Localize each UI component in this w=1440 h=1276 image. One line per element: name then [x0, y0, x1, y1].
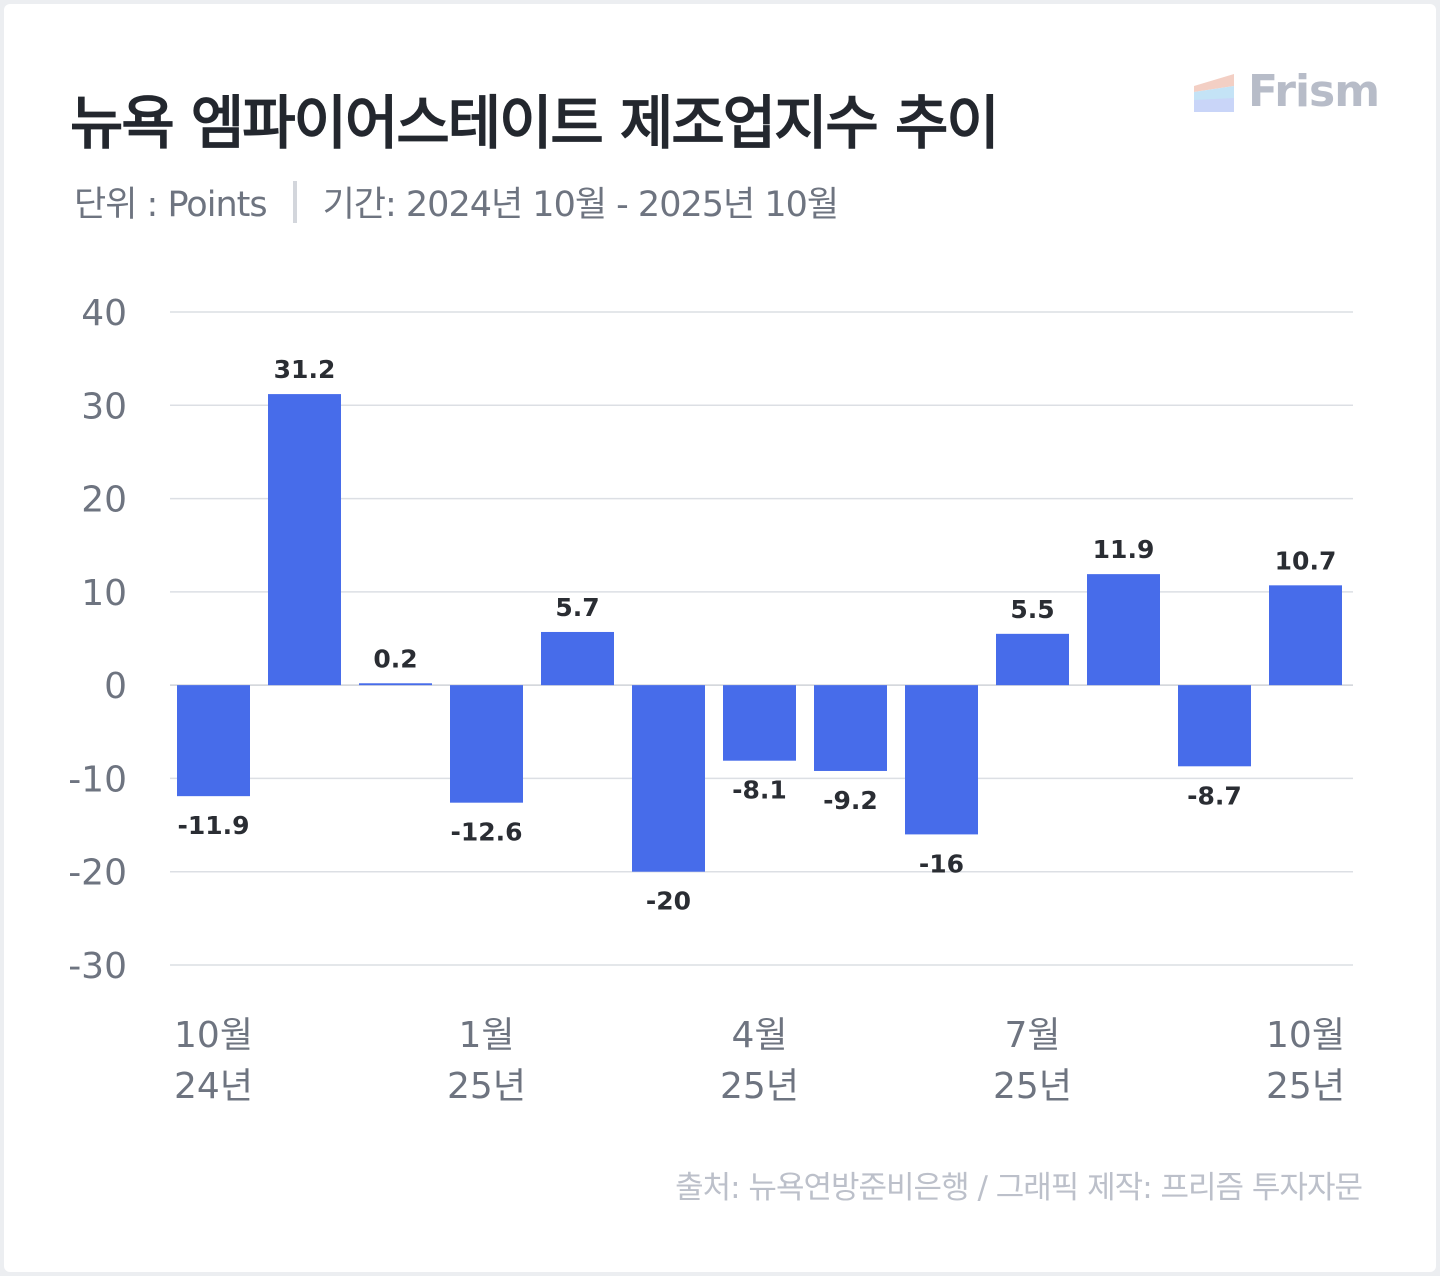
bar [541, 631, 614, 686]
y-tick-label: -30 [68, 946, 127, 987]
chart-card: 뉴욕 엠파이어스테이트 제조업지수 추이 단위 : Points 기간: 202… [4, 4, 1436, 1272]
divider [292, 180, 297, 223]
bar [1178, 685, 1251, 767]
x-tick-month: 10월 [174, 1015, 253, 1056]
data-label: 5.7 [555, 593, 599, 622]
logo-text: Frism [1248, 66, 1380, 117]
data-label: 31.2 [274, 355, 336, 384]
x-tick-year: 24년 [174, 1066, 253, 1107]
x-tick-month: 10월 [1266, 1015, 1345, 1056]
x-tick-year: 25년 [993, 1066, 1072, 1107]
data-label: -8.7 [1187, 781, 1242, 810]
x-tick-month: 4월 [731, 1015, 787, 1056]
frism-logo: Frism [1194, 66, 1380, 117]
bar [905, 685, 978, 835]
bar [632, 685, 705, 872]
x-tick-month: 1월 [458, 1015, 514, 1056]
y-tick-label: -20 [68, 853, 127, 894]
bar [1087, 574, 1160, 686]
data-label: -11.9 [177, 811, 249, 840]
bar [268, 394, 341, 686]
data-label: -8.1 [732, 776, 787, 805]
unit-label: 단위 : Points [74, 185, 268, 225]
bar [996, 633, 1069, 686]
y-tick-label: 30 [81, 386, 127, 427]
x-tick-month: 7월 [1004, 1015, 1060, 1056]
data-label: 10.7 [1275, 546, 1337, 575]
bar [723, 685, 796, 761]
data-label: 11.9 [1093, 535, 1155, 564]
y-tick-label: 20 [81, 480, 127, 521]
data-label: 5.5 [1010, 595, 1054, 624]
data-label: -12.6 [450, 818, 522, 847]
data-label: -20 [646, 887, 691, 916]
y-tick-label: 0 [104, 666, 127, 707]
bar [359, 683, 432, 686]
data-label: -9.2 [823, 786, 878, 815]
period-label: 기간: 2024년 10월 - 2025년 10월 [322, 185, 839, 225]
x-tick-year: 25년 [720, 1066, 799, 1107]
y-tick-label: -10 [68, 759, 127, 800]
source-note: 출처: 뉴욕연방준비은행 / 그래픽 제작: 프리즘 투자자문 [675, 1170, 1363, 1206]
data-label: 0.2 [373, 644, 417, 673]
subtitle: 단위 : Points 기간: 2024년 10월 - 2025년 10월 [74, 176, 839, 227]
bar [450, 685, 523, 803]
bar [1269, 585, 1342, 686]
y-tick-label: 40 [81, 293, 127, 334]
chart-title: 뉴욕 엠파이어스테이트 제조업지수 추이 [70, 89, 1000, 157]
bar [177, 685, 250, 797]
y-tick-label: 10 [81, 573, 127, 614]
x-tick-year: 25년 [447, 1066, 526, 1107]
data-label: -16 [919, 849, 964, 878]
x-tick-year: 25년 [1266, 1066, 1345, 1107]
logo-mark-icon [1194, 73, 1234, 112]
bar [814, 685, 887, 771]
